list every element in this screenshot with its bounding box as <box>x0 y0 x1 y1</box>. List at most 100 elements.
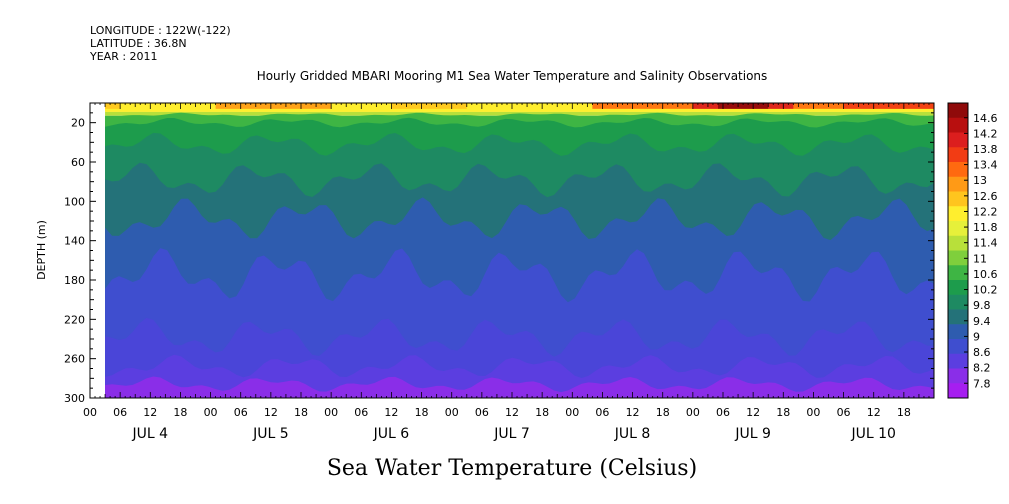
colorbar-swatch <box>948 117 968 133</box>
x-hour-label: 06 <box>595 406 609 419</box>
x-hour-label: 12 <box>626 406 640 419</box>
y-axis: 20 60 100 140 180 220 260 300 <box>64 112 934 405</box>
year-label: YEAR : 2011 <box>89 50 158 63</box>
latitude-label: LATITUDE : 36.8N <box>90 37 187 50</box>
colorbar-swatch <box>948 353 968 369</box>
temperature-band <box>105 103 934 112</box>
colorbar-label: 10.2 <box>973 284 998 297</box>
colorbar-swatch <box>948 250 968 266</box>
no-data-region <box>90 103 106 398</box>
x-hour-label: 18 <box>173 406 187 419</box>
colorbar-label: 11.4 <box>973 237 998 250</box>
chart-subtitle: Sea Water Temperature (Celsius) <box>327 456 697 481</box>
x-hour-label: 12 <box>746 406 760 419</box>
colorbar-swatch <box>948 339 968 355</box>
surface-warm-patch <box>391 103 467 109</box>
x-hour-label: 12 <box>505 406 519 419</box>
colorbar-swatch <box>948 324 968 340</box>
x-hour-label: 00 <box>445 406 459 419</box>
x-hour-label: 00 <box>324 406 338 419</box>
colorbar-label: 9.4 <box>973 315 991 328</box>
y-axis-label: DEPTH (m) <box>35 220 48 280</box>
colorbar-label: 11 <box>973 252 987 265</box>
y-tick-label: 100 <box>64 195 85 208</box>
x-hour-label: 18 <box>776 406 790 419</box>
x-hour-label: 00 <box>83 406 97 419</box>
x-day-label: JUL 6 <box>373 426 410 442</box>
colorbar-label: 13.8 <box>973 143 998 156</box>
colorbar-swatch <box>948 221 968 237</box>
x-day-label: JUL 5 <box>252 426 289 442</box>
y-tick-label: 140 <box>64 235 85 248</box>
x-hour-label: 00 <box>806 406 820 419</box>
y-tick-label: 180 <box>64 274 85 287</box>
y-tick-label: 300 <box>64 392 85 405</box>
x-hour-label: 18 <box>897 406 911 419</box>
colorbar-swatch <box>948 265 968 281</box>
x-day-label: JUL 7 <box>493 426 530 442</box>
temperature-field <box>90 103 934 398</box>
colorbar-label: 8.6 <box>973 346 991 359</box>
colorbar-label: 12.6 <box>973 190 998 203</box>
colorbar-swatch <box>948 103 968 119</box>
x-day-label: JUL 4 <box>132 426 169 442</box>
x-hour-label: 06 <box>234 406 248 419</box>
x-hour-label: 06 <box>113 406 127 419</box>
colorbar-swatch <box>948 368 968 384</box>
colorbar-frame <box>947 102 969 399</box>
x-hour-label: 00 <box>565 406 579 419</box>
colorbar-swatch <box>948 294 968 310</box>
x-hour-label: 00 <box>204 406 218 419</box>
contour-7.9 <box>105 376 934 398</box>
colorbar-label: 11.8 <box>973 221 998 234</box>
colorbar-label: 9 <box>973 330 980 343</box>
chart-title: Hourly Gridded MBARI Mooring M1 Sea Wate… <box>257 69 768 83</box>
colorbar-swatch <box>948 176 968 192</box>
x-axis: 00 06 12 18 00 06 12 18 00 06 12 18 00 06 12 18 00 06 12 18… <box>83 392 935 442</box>
colorbar-swatch <box>948 191 968 207</box>
top-axis-ticks <box>89 103 935 109</box>
x-hour-label: 18 <box>294 406 308 419</box>
colorbar-swatch <box>948 162 968 178</box>
x-hour-label: 12 <box>264 406 278 419</box>
colorbar-label: 7.8 <box>973 377 991 390</box>
colorbar-label: 14.6 <box>973 112 998 125</box>
colorbar-label: 8.2 <box>973 362 991 375</box>
colorbar-label: 14.2 <box>973 127 998 140</box>
x-hour-label: 06 <box>475 406 489 419</box>
colorbar-swatch <box>948 235 968 251</box>
x-hour-label: 00 <box>686 406 700 419</box>
x-day-label: JUL 8 <box>614 426 651 442</box>
colorbar-label: 9.8 <box>973 299 991 312</box>
longitude-label: LONGITUDE : 122W(-122) <box>90 24 231 37</box>
colorbar-swatch <box>948 132 968 148</box>
x-hour-label: 12 <box>384 406 398 419</box>
colorbar-label: 12.2 <box>973 205 998 218</box>
x-hour-label: 06 <box>354 406 368 419</box>
colorbar-swatch <box>948 280 968 296</box>
x-hour-label: 18 <box>656 406 670 419</box>
x-day-label: JUL 9 <box>734 426 771 442</box>
surface-warm-patch <box>215 103 332 109</box>
x-hour-label: 06 <box>837 406 851 419</box>
colorbar-swatch <box>948 147 968 163</box>
colorbar-label: 13.4 <box>973 159 998 172</box>
x-hour-label: 12 <box>867 406 881 419</box>
colorbar-swatch <box>948 309 968 325</box>
x-hour-label: 18 <box>535 406 549 419</box>
y-tick-label: 20 <box>71 117 85 130</box>
y-tick-label: 260 <box>64 353 85 366</box>
y-tick-label: 220 <box>64 313 85 326</box>
colorbar-swatch <box>948 206 968 222</box>
x-hour-label: 18 <box>415 406 429 419</box>
colorbar: 14.6 14.2 13.8 13.4 13 12.6 12.2 11.8 11.4 11 10.6… <box>947 102 998 399</box>
surface-warm-patch <box>105 103 121 109</box>
x-hour-label: 12 <box>143 406 157 419</box>
colorbar-label: 10.6 <box>973 268 998 281</box>
surface-yellow-layer <box>105 108 934 112</box>
x-day-label: JUL 10 <box>850 426 895 442</box>
colorbar-label: 13 <box>973 174 987 187</box>
x-hour-label: 06 <box>716 406 730 419</box>
colorbar-swatch <box>948 383 968 399</box>
